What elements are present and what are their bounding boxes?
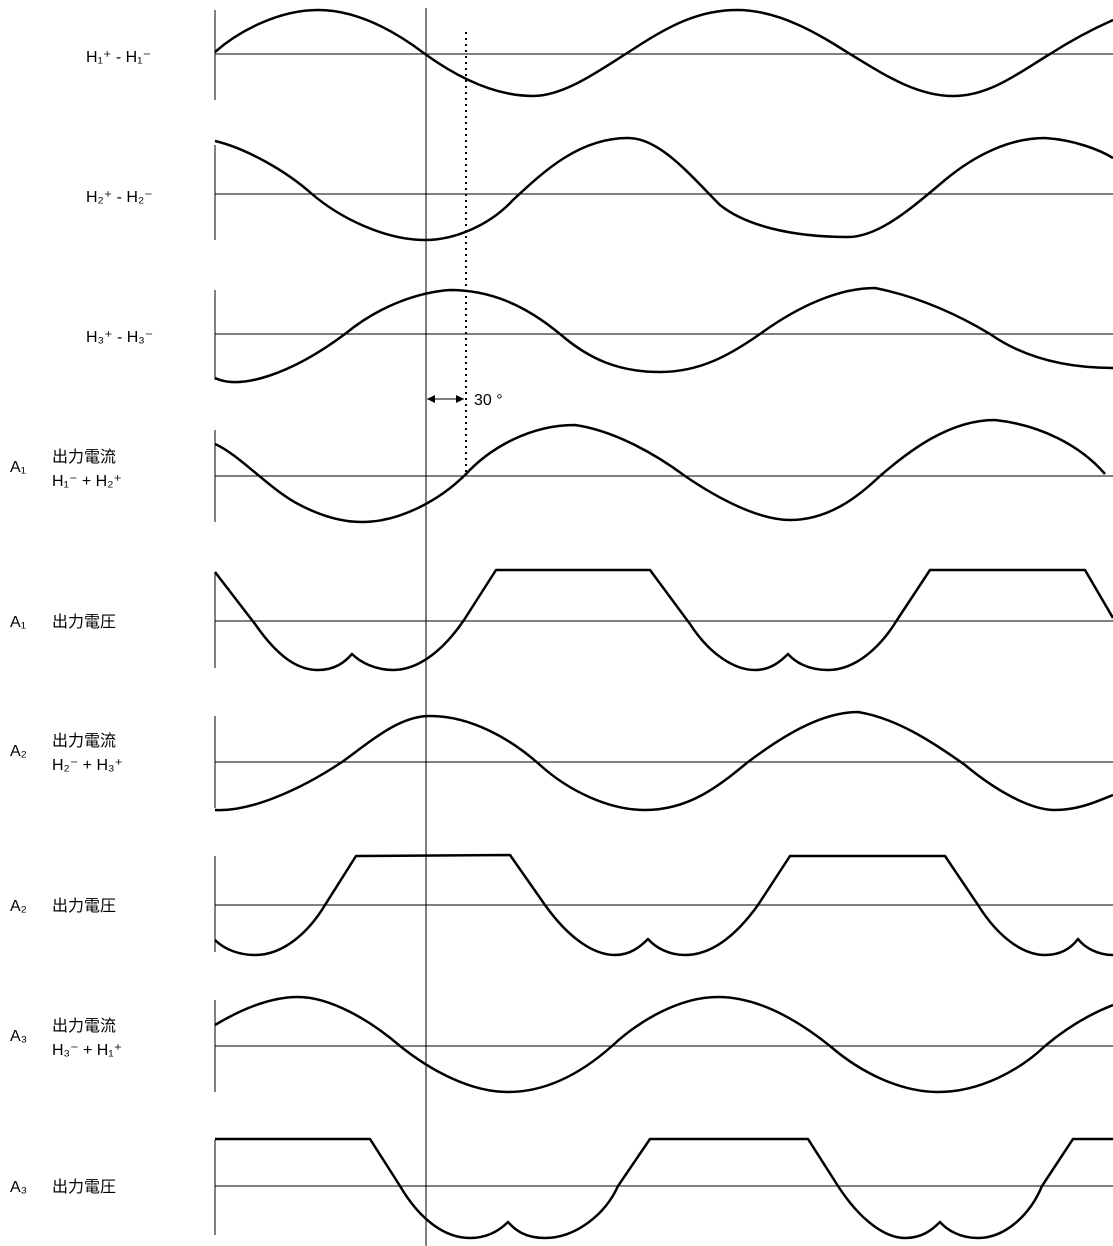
row-a3-current: A₃ 出力電流 H₃⁻ + H₁⁺ [10,995,1113,1094]
a3-voltage-label: 出力電圧 [52,1178,116,1196]
a2-current-sublabel: H₂⁻ + H₃⁺ [52,757,123,774]
a3-voltage-waveform [215,1137,1113,1240]
row-a1-voltage: A₁ 出力電圧 [10,568,1113,672]
a1-voltage-waveform [214,568,1113,672]
a2-voltage-waveform [214,853,1113,957]
a1-voltage-label: 出力電圧 [52,613,116,631]
row-a2-current: A₂ 出力電流 H₂⁻ + H₃⁺ [10,710,1113,812]
a3-current-sublabel: H₃⁻ + H₁⁺ [52,1042,122,1059]
a1-current-prefix: A₁ [10,459,26,476]
a2-voltage-prefix: A₂ [10,898,27,915]
h3-label: H₃⁺ - H₃⁻ [86,329,153,346]
a1-voltage-prefix: A₁ [10,614,26,631]
row-h2: H₂⁺ - H₂⁻ [86,136,1113,242]
phase-arrow-right-head [456,395,464,403]
a2-current-waveform [214,710,1113,812]
row-a1-current: A₁ 出力電流 H₁⁻ + H₂⁺ [10,418,1113,524]
phase-annotation: 30 ° [427,32,503,474]
a3-current-waveform [214,995,1113,1094]
h2-label: H₂⁺ - H₂⁻ [86,189,153,206]
a3-current-prefix: A₃ [10,1028,27,1045]
a2-voltage-label: 出力電圧 [52,897,116,915]
row-h1: H₁⁺ - H₁⁻ [86,8,1113,100]
a1-current-waveform [214,418,1106,524]
a1-current-label: 出力電流 [52,448,116,466]
a1-current-sublabel: H₁⁻ + H₂⁺ [52,473,122,490]
h1-label: H₁⁺ - H₁⁻ [86,49,151,66]
row-h3: H₃⁺ - H₃⁻ [86,286,1113,384]
h2-waveform [214,136,1113,242]
phase-arrow-left-head [427,395,435,403]
phase-label: 30 ° [474,392,503,409]
h1-waveform [214,8,1113,98]
row-a3-voltage: A₃ 出力電圧 [10,1137,1113,1240]
h3-waveform [214,286,1113,384]
a2-current-prefix: A₂ [10,743,27,760]
a3-voltage-prefix: A₃ [10,1179,27,1196]
a3-current-label: 出力電流 [52,1017,116,1035]
a2-current-label: 出力電流 [52,732,116,750]
row-a2-voltage: A₂ 出力電圧 [10,853,1113,957]
